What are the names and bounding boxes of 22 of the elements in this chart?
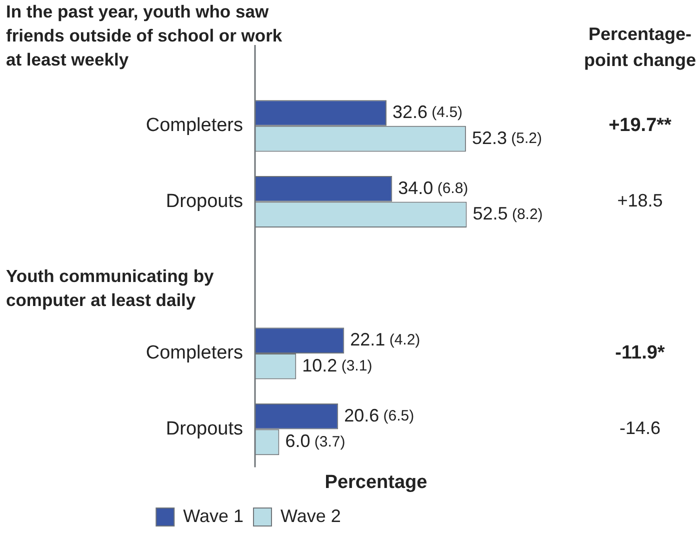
data-label: 10.2 (3.1) bbox=[302, 355, 372, 376]
y-tick-label: Completers bbox=[146, 115, 243, 136]
data-label: 52.5 (8.2) bbox=[472, 204, 543, 224]
text: -14.6 bbox=[619, 418, 661, 438]
text: +19.7** bbox=[608, 115, 672, 136]
annotation: In the past year, youth who saw friends outside of school or work at least weekly bbox=[6, 2, 282, 70]
data-label: 20.6 (6.5) bbox=[344, 405, 414, 426]
data-label: 22.1 (4.2) bbox=[350, 330, 420, 350]
y-tick-label: Dropouts bbox=[166, 418, 243, 440]
legend-label: Wave 2 bbox=[280, 506, 341, 526]
y-tick-label: Completers bbox=[146, 342, 243, 364]
y-tick-label: Dropouts bbox=[166, 190, 243, 212]
legend-label: Wave 1 bbox=[183, 506, 244, 526]
text: +18.5 bbox=[617, 190, 663, 211]
text: Youth communicating by computer at least daily bbox=[6, 266, 214, 310]
text: -11.9* bbox=[615, 342, 666, 364]
data-label: 34.0 (6.8) bbox=[398, 178, 468, 198]
text: Percentage-point change bbox=[584, 24, 696, 70]
data-label: 6.0 (3.7) bbox=[285, 431, 346, 452]
data-label: 32.6 (4.5) bbox=[392, 102, 463, 122]
data-label: 52.3 (5.2) bbox=[472, 128, 542, 148]
x-axis-title: Percentage bbox=[324, 472, 428, 493]
